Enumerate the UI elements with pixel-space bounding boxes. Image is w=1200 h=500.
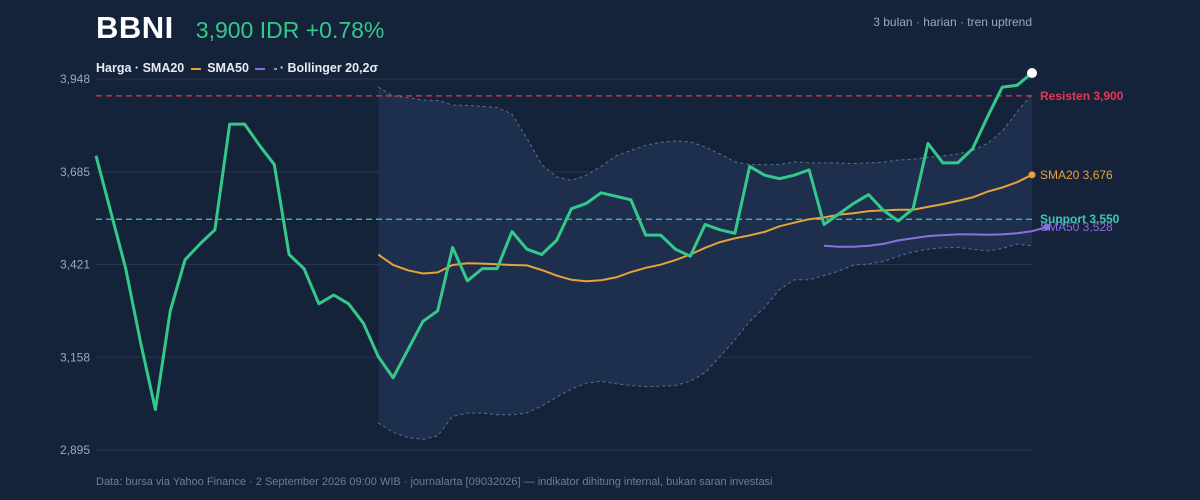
y-tick-label: 3,158 <box>60 350 90 364</box>
price-change: 3,900 IDR +0.78% <box>195 17 385 43</box>
y-tick-label: 2,895 <box>60 443 90 457</box>
bollinger-band-fill <box>378 87 1032 440</box>
chart-context: 3 bulan · harian · tren uptrend <box>873 15 1032 29</box>
sma50-end-label: SMA50 3,528 <box>1040 220 1113 234</box>
resisten-level-label: Resisten 3,900 <box>1040 89 1124 103</box>
price-line <box>94 71 1033 411</box>
legend-sma20: SMA20 <box>142 61 185 75</box>
legend-separator: · <box>134 61 143 75</box>
y-tick-label: 3,685 <box>60 165 90 179</box>
sma20-end-label: SMA20 3,676 <box>1040 168 1113 182</box>
legend-sma50: SMA50 <box>207 61 249 75</box>
ticker-symbol: BBNI <box>96 10 174 45</box>
price-end-dot <box>1027 68 1037 79</box>
y-tick-label: 3,948 <box>60 72 90 86</box>
y-tick-label: 3,421 <box>60 258 90 272</box>
sma50-end-dot <box>1043 223 1051 231</box>
legend-bollinger: Bollinger 20,2σ <box>287 61 379 75</box>
legend-sma50-swatch <box>255 67 266 70</box>
support-level-label: Support 3,550 <box>1040 212 1120 226</box>
data-source-footer: Data: bursa via Yahoo Finance · 2 Septem… <box>96 476 773 488</box>
legend-separator-2: · <box>279 61 288 75</box>
chart-header: BBNI 3,900 IDR +0.78% <box>96 10 384 46</box>
legend-sma20-swatch <box>190 67 201 70</box>
chart-legend: Harga · SMA20 SMA50 · Bollinger 20,2σ <box>96 61 378 75</box>
sma20-line <box>377 173 1033 283</box>
bollinger-lower-line <box>378 243 1033 440</box>
sma50-line <box>823 226 1048 248</box>
legend-price: Harga <box>96 61 132 75</box>
sma20-end-dot <box>1028 171 1036 179</box>
legend-bollinger-swatch <box>273 67 277 70</box>
